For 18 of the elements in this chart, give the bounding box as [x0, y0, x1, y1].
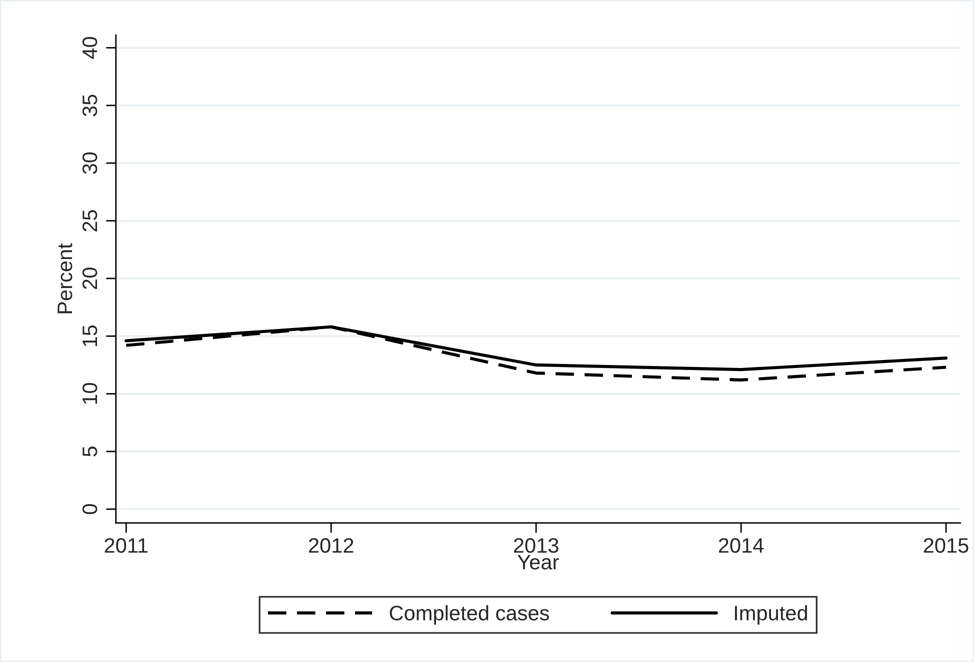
y-tick-label: 20: [82, 268, 98, 289]
y-tick-label: 25: [82, 210, 98, 232]
y-tick-label: 10: [82, 383, 98, 404]
y-tick-label: 30: [82, 152, 98, 174]
y-tick-label: 35: [82, 94, 98, 116]
y-axis-title: Percent: [58, 243, 72, 314]
y-tick-label: 0: [82, 504, 98, 514]
y-tick-label: 40: [82, 37, 98, 59]
legend-label: Completed cases: [390, 605, 549, 625]
x-tick-label: 2013: [514, 538, 558, 553]
x-tick-label: 2015: [924, 538, 968, 553]
y-tick-label: 15: [82, 325, 98, 346]
x-axis-title: Year: [518, 554, 559, 570]
legend-label: Imputed: [734, 605, 807, 625]
x-tick-label: 2012: [308, 538, 354, 553]
y-tick-label: 5: [82, 446, 98, 456]
x-tick-label: 2014: [718, 538, 764, 553]
x-tick-label: 2011: [104, 538, 148, 553]
